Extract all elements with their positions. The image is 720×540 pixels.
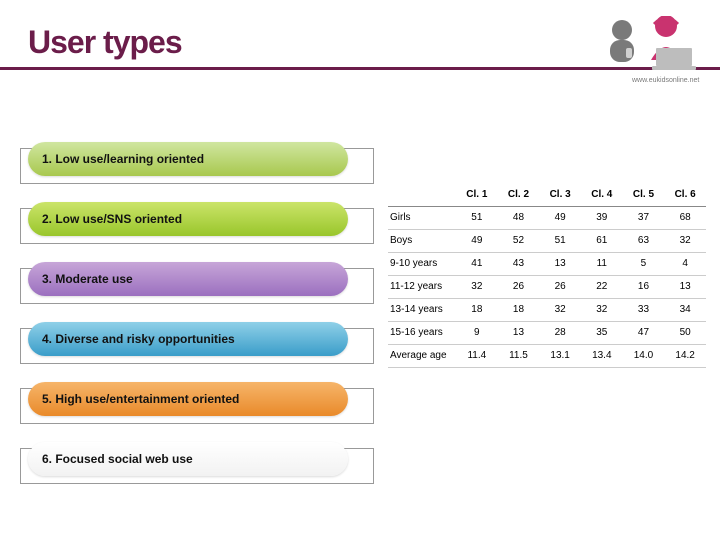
table-cell: 11.4	[456, 345, 498, 368]
user-type-pill: 1. Low use/learning oriented	[28, 142, 348, 176]
table-cell: 13	[664, 276, 706, 299]
table-row: 15-16 years91328354750	[388, 322, 706, 345]
table-cell: 11	[581, 253, 623, 276]
user-type-item: 5. High use/entertainment oriented	[20, 382, 380, 424]
table-cell: 26	[539, 276, 581, 299]
table-row: Average age11.411.513.113.414.014.2	[388, 345, 706, 368]
table-header-cell: Cl. 2	[498, 184, 540, 207]
user-type-item: 1. Low use/learning oriented	[20, 142, 380, 184]
table-row: Girls514849393768	[388, 207, 706, 230]
table-cell: 11-12 years	[388, 276, 456, 299]
table-cell: 13.4	[581, 345, 623, 368]
table-cell: 13	[498, 322, 540, 345]
table-cell: 13	[539, 253, 581, 276]
table-cell: 48	[498, 207, 540, 230]
user-type-pill: 5. High use/entertainment oriented	[28, 382, 348, 416]
user-type-list: 1. Low use/learning oriented 2. Low use/S…	[20, 130, 380, 484]
brand-logo: www.eukidsonline.net	[596, 16, 706, 90]
table-cell: 15-16 years	[388, 322, 456, 345]
table-cell: 51	[539, 230, 581, 253]
table-header-cell	[388, 184, 456, 207]
table-cell: 39	[581, 207, 623, 230]
table-header-cell: Cl. 4	[581, 184, 623, 207]
table-cell: 14.2	[664, 345, 706, 368]
table-cell: 41	[456, 253, 498, 276]
svg-text:www.eukidsonline.net: www.eukidsonline.net	[631, 77, 699, 84]
user-type-item: 2. Low use/SNS oriented	[20, 202, 380, 244]
table-header-row: Cl. 1Cl. 2Cl. 3Cl. 4Cl. 5Cl. 6	[388, 184, 706, 207]
table-cell: 9	[456, 322, 498, 345]
table-cell: 14.0	[623, 345, 665, 368]
table-cell: 33	[623, 299, 665, 322]
table-header-cell: Cl. 6	[664, 184, 706, 207]
table-cell: 61	[581, 230, 623, 253]
table-cell: 63	[623, 230, 665, 253]
user-type-item: 4. Diverse and risky opportunities	[20, 322, 380, 364]
table-cell: 51	[456, 207, 498, 230]
table-cell: 49	[456, 230, 498, 253]
table-cell: 28	[539, 322, 581, 345]
table-header-cell: Cl. 5	[623, 184, 665, 207]
table-cell: 13-14 years	[388, 299, 456, 322]
table-row: 13-14 years181832323334	[388, 299, 706, 322]
table-cell: 18	[456, 299, 498, 322]
user-type-pill: 2. Low use/SNS oriented	[28, 202, 348, 236]
table-cell: 26	[498, 276, 540, 299]
table-header-cell: Cl. 1	[456, 184, 498, 207]
table-cell: 35	[581, 322, 623, 345]
table-cell: 32	[539, 299, 581, 322]
table-cell: 9-10 years	[388, 253, 456, 276]
table-cell: 5	[623, 253, 665, 276]
user-type-table: Cl. 1Cl. 2Cl. 3Cl. 4Cl. 5Cl. 6 Girls5148…	[388, 130, 706, 484]
table-cell: 49	[539, 207, 581, 230]
table-cell: 43	[498, 253, 540, 276]
user-type-item: 6. Focused social web use	[20, 442, 380, 484]
table-header-cell: Cl. 3	[539, 184, 581, 207]
table-row: 9-10 years4143131154	[388, 253, 706, 276]
table-cell: 34	[664, 299, 706, 322]
user-type-item: 3. Moderate use	[20, 262, 380, 304]
table-cell: 22	[581, 276, 623, 299]
table-row: 11-12 years322626221613	[388, 276, 706, 299]
table-cell: 13.1	[539, 345, 581, 368]
table-row: Boys495251616332	[388, 230, 706, 253]
user-type-pill: 3. Moderate use	[28, 262, 348, 296]
user-type-pill: 4. Diverse and risky opportunities	[28, 322, 348, 356]
table-cell: 50	[664, 322, 706, 345]
table-cell: Girls	[388, 207, 456, 230]
table-cell: 52	[498, 230, 540, 253]
table-cell: 47	[623, 322, 665, 345]
table-cell: 37	[623, 207, 665, 230]
table-cell: 32	[664, 230, 706, 253]
table-cell: 16	[623, 276, 665, 299]
table-cell: 11.5	[498, 345, 540, 368]
table-cell: 18	[498, 299, 540, 322]
table-cell: 68	[664, 207, 706, 230]
table-cell: 32	[581, 299, 623, 322]
user-type-pill: 6. Focused social web use	[28, 442, 348, 476]
table-cell: 32	[456, 276, 498, 299]
table-cell: Average age	[388, 345, 456, 368]
table-cell: Boys	[388, 230, 456, 253]
table-cell: 4	[664, 253, 706, 276]
